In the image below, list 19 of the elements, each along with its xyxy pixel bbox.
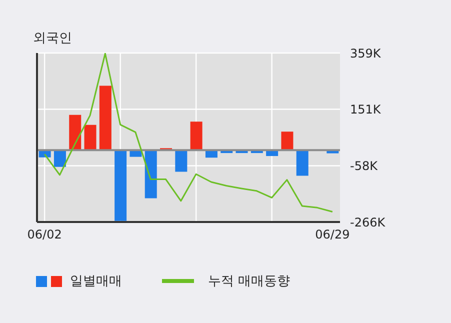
legend-label: 일별매매 <box>70 273 122 290</box>
y-tick-label: 151K <box>350 102 382 117</box>
x-tick-label: 06/29 <box>315 228 350 242</box>
chart-title: 외국인 <box>33 30 72 47</box>
y-tick-label: -266K <box>350 215 386 230</box>
bar <box>281 132 294 150</box>
bar <box>296 150 308 176</box>
line-series <box>44 53 334 212</box>
bar <box>114 150 127 221</box>
bar <box>190 122 202 150</box>
bar <box>69 114 82 150</box>
bar <box>84 124 96 150</box>
legend-label: 누적 매매동향 <box>208 273 290 290</box>
y-tick-label: 359K <box>350 46 382 60</box>
bar <box>175 150 188 172</box>
x-tick-label: 06/02 <box>27 228 62 242</box>
bar <box>144 150 157 198</box>
y-tick-label: -58K <box>350 159 379 174</box>
bar <box>99 86 112 150</box>
